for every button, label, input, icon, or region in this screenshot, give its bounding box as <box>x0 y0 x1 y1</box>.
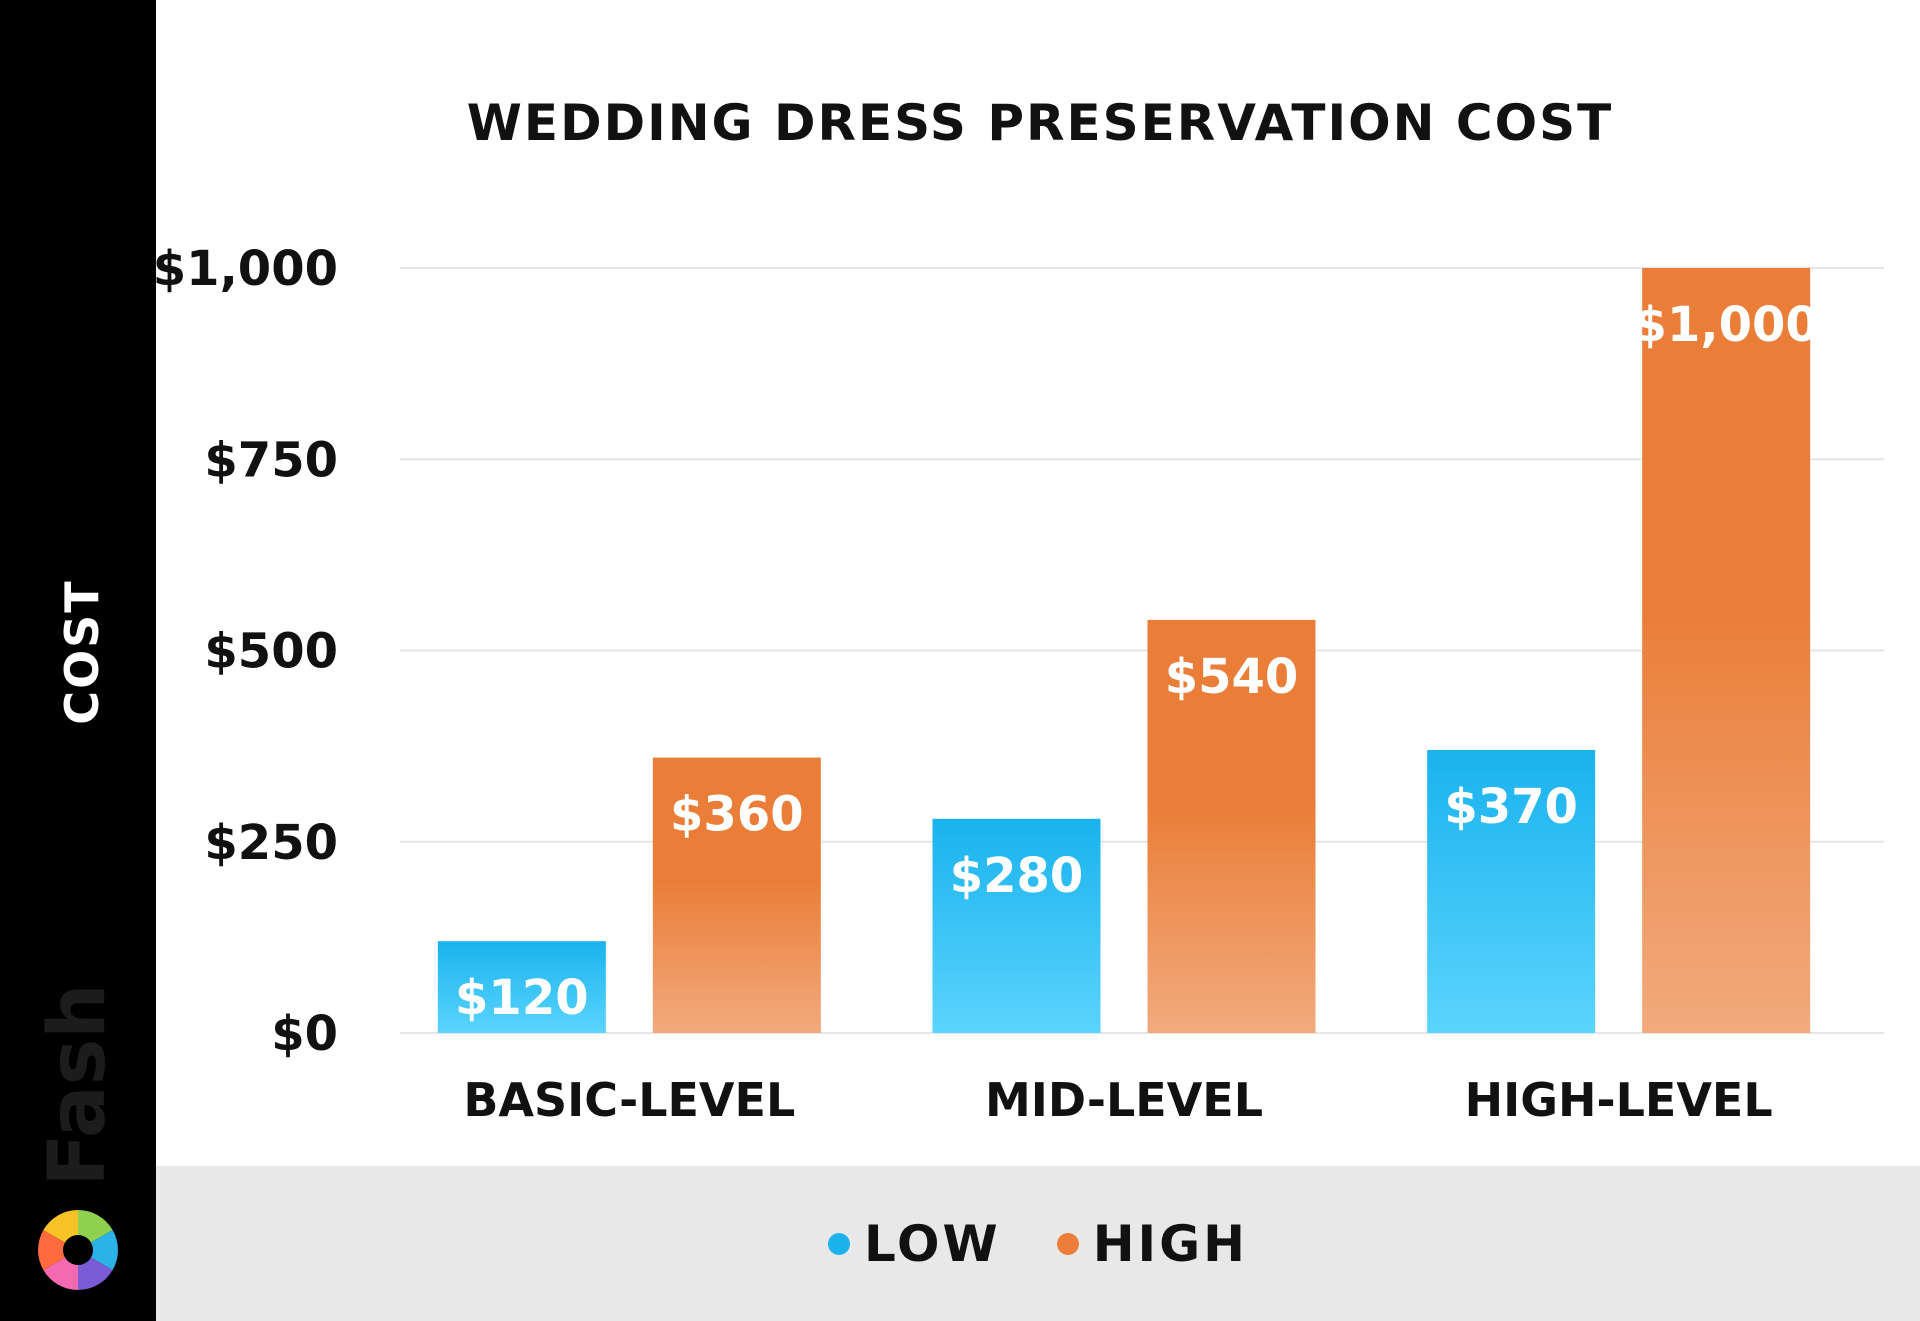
bar-low-2 <box>932 818 1101 1033</box>
legend-dot-high <box>1056 1232 1079 1255</box>
legend-band: LOW HIGH <box>156 1166 1920 1321</box>
grid-lines <box>400 267 1884 1034</box>
legend: LOW HIGH <box>156 1166 1920 1321</box>
chart-title: WEDDING DRESS PRESERVATION COST <box>467 94 1613 152</box>
aperture-logo-icon <box>38 1210 118 1290</box>
data-label: $280 <box>950 848 1084 904</box>
data-label: $360 <box>670 787 804 843</box>
x-tick-label: BASIC-LEVEL <box>463 1073 795 1127</box>
y-tick-label: $0 <box>271 1006 338 1062</box>
legend-label-high: HIGH <box>1092 1214 1249 1273</box>
legend-item-low: LOW <box>827 1214 1001 1273</box>
sidebar: COST Fash <box>0 0 156 1321</box>
legend-item-high: HIGH <box>1056 1214 1249 1273</box>
x-tick-label: HIGH-LEVEL <box>1465 1073 1773 1127</box>
bar-low-1 <box>437 941 606 1033</box>
bar-high-2 <box>1147 619 1316 1033</box>
x-tick-label: MID-LEVEL <box>985 1073 1263 1127</box>
y-tick-label: $500 <box>204 624 338 680</box>
x-axis-ticks: BASIC-LEVEL MID-LEVEL HIGH-LEVEL <box>463 1073 1772 1127</box>
bar-high-3 <box>1642 268 1811 1033</box>
y-tick-label: $1,000 <box>153 241 338 297</box>
data-label: $540 <box>1165 649 1299 705</box>
legend-label-low: LOW <box>863 1214 1001 1273</box>
bar-high-1 <box>652 757 821 1033</box>
data-label: $370 <box>1444 779 1578 835</box>
bar-chart: WEDDING DRESS PRESERVATION COST $0 $250 $5… <box>153 94 1884 1127</box>
y-axis-ticks: $0 $250 $500 $750 $1,000 <box>153 241 338 1062</box>
bars: $120 $360 $280 $540 $370 $1,000 <box>437 268 1819 1033</box>
data-label: $120 <box>455 970 589 1026</box>
legend-dot-low <box>827 1232 850 1255</box>
y-tick-label: $750 <box>204 432 338 488</box>
bar-low-3 <box>1427 749 1596 1033</box>
data-label: $1,000 <box>1634 297 1819 353</box>
y-tick-label: $250 <box>204 815 338 871</box>
